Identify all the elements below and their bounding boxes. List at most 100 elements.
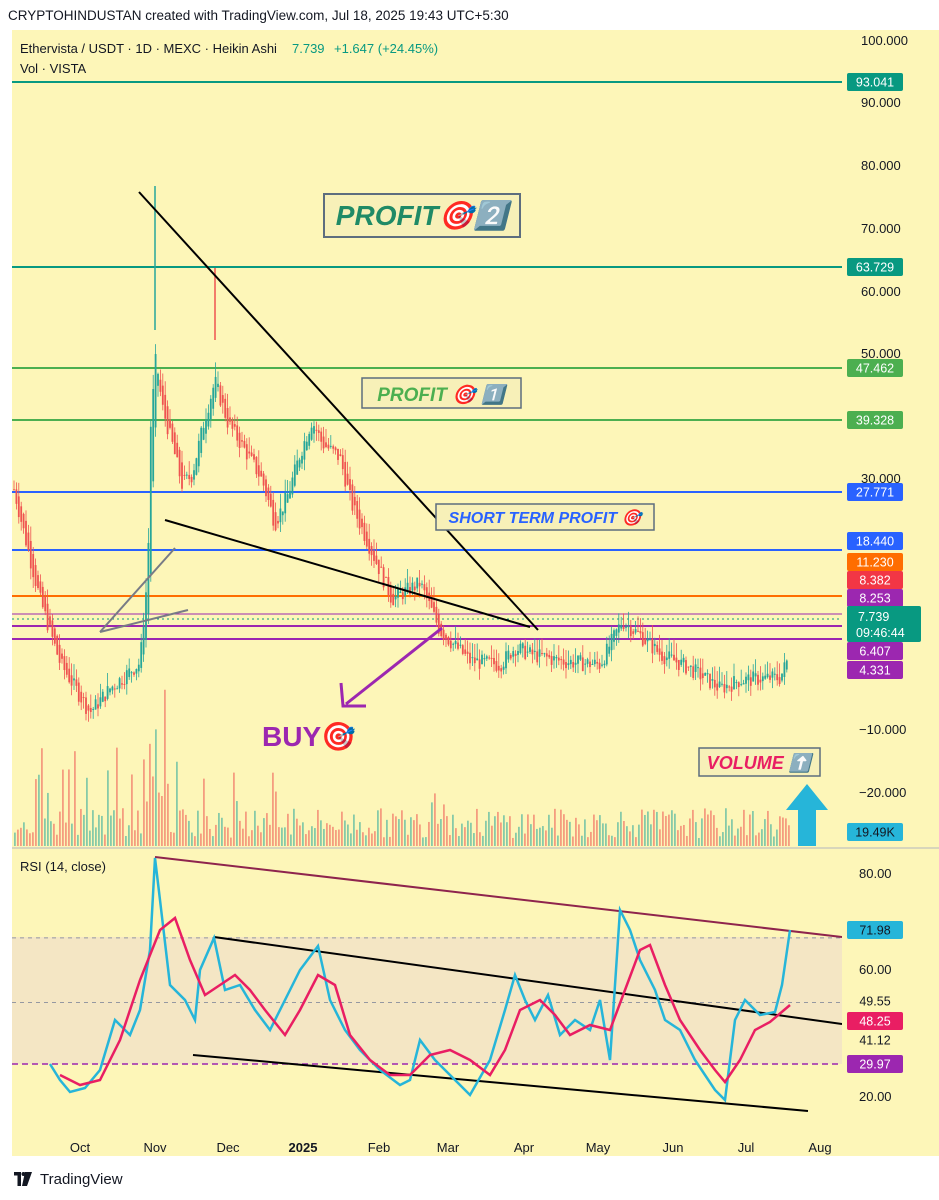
candle-body <box>425 587 428 599</box>
candle-body <box>603 663 606 666</box>
candle-body <box>89 707 92 713</box>
volume-bar <box>119 818 121 846</box>
candle-body <box>745 676 747 684</box>
candle-body <box>159 379 162 392</box>
rsi-level-badge-2: 29.97 <box>859 1058 890 1072</box>
candle-body <box>154 354 157 428</box>
volume-bar <box>404 819 406 846</box>
candle-body <box>233 424 236 427</box>
candle-body <box>32 554 35 578</box>
rsi-trendline[interactable] <box>192 1054 809 1112</box>
volume-bar <box>143 759 145 846</box>
candle-body <box>51 620 54 637</box>
volume-bar <box>224 826 226 846</box>
volume-bar <box>140 833 142 846</box>
candle-body <box>344 461 347 487</box>
candle-body <box>625 626 627 628</box>
candle-body <box>140 642 143 668</box>
volume-bar <box>116 747 118 846</box>
candle-body <box>200 427 203 453</box>
candle-body <box>776 674 779 681</box>
candle-body <box>545 653 548 657</box>
candle-body <box>735 682 738 684</box>
profit-1-box[interactable]: PROFIT 🎯 1️⃣ <box>361 377 522 409</box>
volume-bar <box>296 818 298 846</box>
volume-bar <box>584 819 586 846</box>
trendline[interactable] <box>164 519 531 628</box>
level-badge-10: 4.331 <box>859 664 890 678</box>
volume-bar <box>656 811 658 846</box>
candle-body <box>421 583 423 585</box>
price-tick-label: 50.000 <box>861 346 901 361</box>
profit-2-box[interactable]: PROFIT🎯2️⃣ <box>323 193 521 238</box>
volume-bar <box>536 828 538 846</box>
trendline[interactable] <box>99 547 176 633</box>
candle-body <box>193 470 195 480</box>
volume-bar <box>155 729 157 846</box>
trendline[interactable] <box>138 191 539 631</box>
volume-bar <box>749 814 751 846</box>
volume-bar <box>167 783 169 846</box>
rsi-trendline[interactable] <box>154 856 842 938</box>
candle-body <box>334 447 337 451</box>
candle-body <box>322 436 325 449</box>
rsi-last-badge-bg <box>847 921 903 939</box>
volume-bar <box>257 825 259 846</box>
countdown-badge: 09:46:44 <box>856 626 905 640</box>
candle-body <box>740 684 743 686</box>
volume-bar <box>623 821 625 846</box>
chart-canvas[interactable]: 93.041 63.729 47.462 39.328 27.771 18.440 11.2… <box>0 0 939 1160</box>
price-tick-label: 90.000 <box>861 95 901 110</box>
candle-body <box>500 668 503 672</box>
volume-bar <box>308 830 310 846</box>
candle-body <box>591 664 594 666</box>
candle-body <box>737 682 740 688</box>
volume-bar <box>629 831 631 846</box>
volume-bar <box>197 810 199 846</box>
volume-bar <box>452 814 454 846</box>
candle-body <box>725 684 728 689</box>
level-badge-8-bg <box>847 589 903 607</box>
attribution-bar: CRYPTOHINDUSTAN created with TradingView… <box>0 0 939 30</box>
short-term-profit-box[interactable]: SHORT TERM PROFIT 🎯 <box>435 503 655 531</box>
volume-bar <box>32 832 34 846</box>
candle-body <box>658 648 661 655</box>
last-price-legend: 7.739 <box>292 41 325 56</box>
volume-bar <box>158 792 160 846</box>
candle-body <box>574 662 577 665</box>
candle-body <box>209 398 212 420</box>
volume-bar <box>56 834 58 846</box>
volume-bar <box>317 809 319 846</box>
volume-bar <box>566 819 568 846</box>
volume-bar <box>434 793 436 846</box>
candle-body <box>293 464 296 486</box>
volume-bar <box>245 811 247 846</box>
candle-body <box>641 632 644 646</box>
candle-body <box>313 426 315 434</box>
volume-bar <box>320 820 322 846</box>
volume-bar <box>542 826 544 846</box>
candle-body <box>435 606 438 623</box>
candle-body <box>265 479 267 497</box>
candle-body <box>639 630 642 634</box>
volume-bar <box>779 816 781 846</box>
volume-bar <box>455 828 457 846</box>
candle-body <box>325 442 327 447</box>
candle-body <box>418 582 421 587</box>
candle-body <box>49 616 51 625</box>
candle-body <box>517 651 519 655</box>
volume-bar <box>176 761 178 846</box>
candle-body <box>152 389 155 482</box>
candle-body <box>109 688 111 693</box>
candle-body <box>759 679 762 683</box>
candle-body <box>221 395 224 403</box>
candle-body <box>377 559 380 575</box>
trendline[interactable] <box>99 609 189 633</box>
volume-box[interactable]: VOLUME ⬆️ <box>698 747 821 777</box>
price-tick-label: 60.000 <box>861 284 901 299</box>
candle-body <box>445 634 447 640</box>
candle-body <box>656 644 659 652</box>
candle-body <box>61 653 63 659</box>
candle-body <box>286 494 289 503</box>
volume-bar <box>281 827 283 846</box>
